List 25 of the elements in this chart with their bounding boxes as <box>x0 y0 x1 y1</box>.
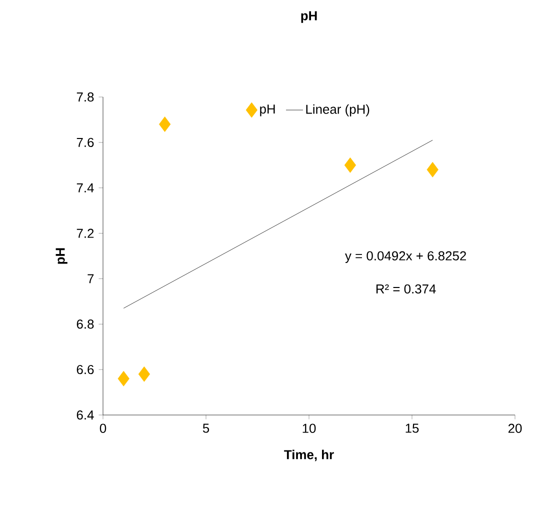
annotation: y = 0.0492x + 6.8252 <box>345 251 466 263</box>
x-axis-title: Time, hr <box>284 450 334 462</box>
y-tick-label: 6.6 <box>76 364 94 374</box>
x-tick-label: 15 <box>406 424 419 433</box>
annotation: R² = 0.374 <box>376 284 436 294</box>
chart-title: pH <box>301 11 317 23</box>
x-tick-label: 5 <box>202 424 210 433</box>
point <box>138 366 150 382</box>
y-tick-label: 7.2 <box>76 228 94 238</box>
point <box>118 370 130 386</box>
point <box>158 116 171 132</box>
x-tick-label: 0 <box>100 424 106 433</box>
legend-label: Linear (pH) <box>306 104 370 116</box>
point <box>344 157 356 173</box>
y-axis-title: pH <box>56 248 68 264</box>
y-tick-label: 7.6 <box>76 138 94 148</box>
y-tick-label: 7.4 <box>76 183 94 192</box>
legend-label: pH <box>260 104 275 116</box>
x-tick-label: 20 <box>508 424 522 433</box>
point <box>426 162 438 178</box>
y-tick-label: 6.4 <box>76 410 94 420</box>
y-tick-label: 7.8 <box>76 92 94 102</box>
y-tick-label: 7 <box>88 274 94 284</box>
y-tick-label: 6.8 <box>76 320 94 329</box>
x-tick-label: 10 <box>302 424 316 433</box>
